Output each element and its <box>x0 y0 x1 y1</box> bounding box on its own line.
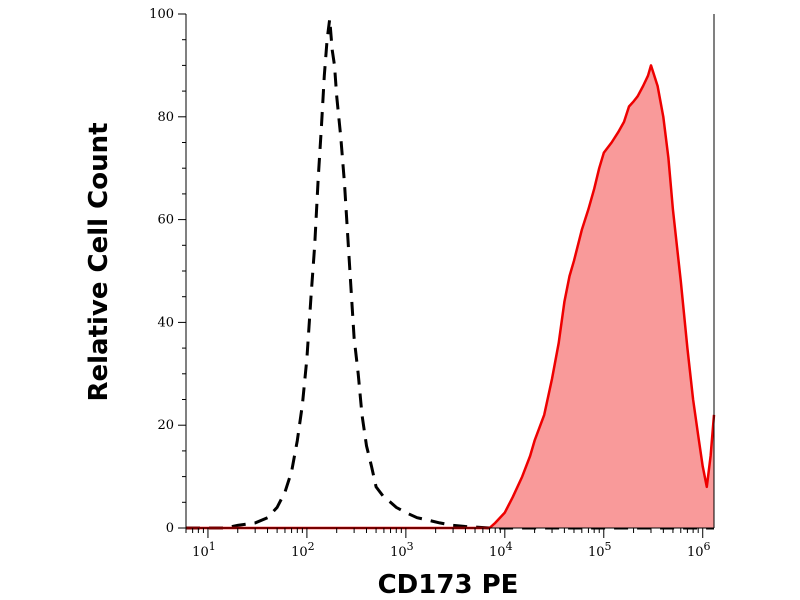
series-1-line <box>186 64 716 530</box>
x-tick-label: 101 <box>192 540 216 560</box>
x-tick-label: 102 <box>291 540 315 560</box>
x-tick-label: 105 <box>588 540 612 560</box>
y-tick-label: 0 <box>166 521 174 536</box>
y-tick-label: 20 <box>157 418 174 433</box>
y-tick-label: 80 <box>157 110 174 125</box>
axes: 0 20 40 60 80 100 101 102 103 104 105 106 <box>149 7 715 560</box>
x-tick-label: 104 <box>489 540 513 560</box>
y-tick-label: 40 <box>157 315 174 330</box>
x-tick-label: 103 <box>390 540 414 560</box>
y-tick-label: 60 <box>157 213 174 228</box>
y-tick-label: 100 <box>149 7 174 22</box>
x-tick-label: 106 <box>687 540 711 560</box>
plot-area <box>186 18 716 530</box>
x-axis-title: CD173 PE <box>378 570 519 600</box>
series-1-fill <box>186 65 714 529</box>
y-axis-title: Relative Cell Count <box>84 122 114 401</box>
